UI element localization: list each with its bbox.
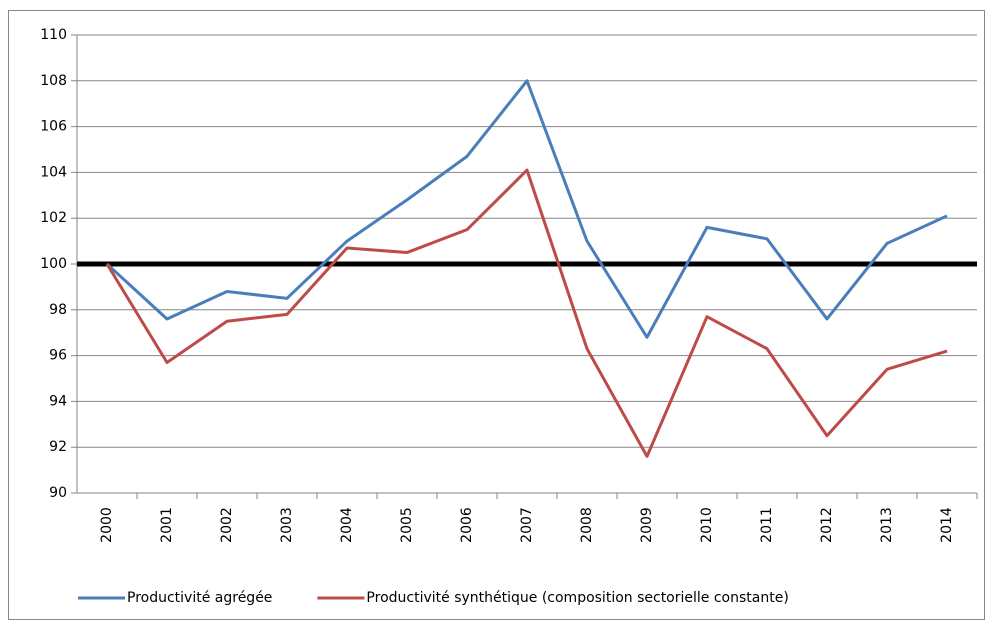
y-tick-label: 106 [40,119,67,135]
y-tick-label: 90 [49,485,67,501]
x-tick-label: 2010 [699,507,715,543]
x-tick-label: 2007 [519,507,535,543]
x-tick-label: 2014 [939,507,955,543]
x-tick-label: 2012 [819,507,835,543]
y-tick-label: 104 [40,164,67,180]
x-tick-label: 2003 [279,507,295,543]
y-tick-label: 108 [40,73,67,89]
series-line [105,168,948,458]
x-tick-label: 2006 [459,507,475,543]
y-tick-label: 100 [40,256,67,272]
y-tick-label: 110 [40,27,67,43]
x-tick-label: 2011 [759,507,775,543]
y-tick-label: 102 [40,210,67,226]
legend-label: Productivité synthétique (composition se… [366,590,788,606]
y-tick-label: 92 [49,439,67,455]
x-tick-label: 2009 [639,507,655,543]
x-tick-label: 2002 [219,507,235,543]
x-tick-label: 2004 [339,507,355,543]
y-tick-label: 98 [49,302,67,318]
y-tick-label: 96 [49,348,67,364]
x-tick-label: 2000 [99,507,115,543]
x-tick-label: 2005 [399,507,415,543]
x-tick-label: 2013 [879,507,895,543]
x-tick-label: 2001 [159,507,175,543]
x-tick-label: 2008 [579,507,595,543]
legend-label: Productivité agrégée [127,590,272,606]
series-line [105,79,948,339]
y-tick-label: 94 [49,393,67,409]
chart-border [8,10,985,620]
